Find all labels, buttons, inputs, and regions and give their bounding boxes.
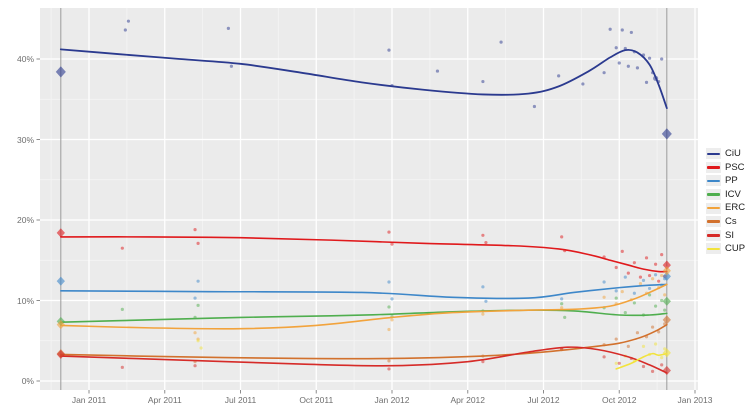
series-line-psc (60, 236, 668, 273)
legend-key-pp (706, 175, 721, 187)
y-tick-label-2: 20% (16, 214, 34, 225)
election-result-diamond (662, 260, 671, 270)
series-points-ciu (123, 19, 664, 109)
election-result-diamond (662, 296, 671, 306)
legend-key-icv (706, 189, 721, 201)
legend-item-cs: Cs (706, 215, 745, 229)
series-results-erc (56, 266, 671, 330)
series-line-si (60, 346, 668, 374)
legend-key-psc (706, 161, 721, 173)
x-tick-label-4: Jan 2012 (374, 395, 410, 405)
y-tick-label-1: 10% (16, 295, 34, 306)
legend-key-erc (706, 202, 721, 214)
x-tick-label-8: Jan 2013 (677, 395, 713, 405)
y-tick-label-3: 30% (16, 134, 34, 145)
legend-key-cup (706, 243, 721, 255)
election-result-diamond (56, 276, 65, 286)
legend-swatch-ciu (707, 152, 720, 156)
legend-swatch-si (707, 234, 720, 237)
legend-label-erc: ERC (725, 202, 746, 214)
election-result-diamond (662, 315, 671, 325)
legend-swatch-icv (707, 193, 720, 196)
x-tick-label-6: Jul 2012 (527, 395, 560, 405)
legend-key-ciu (706, 148, 721, 160)
grid-minor (40, 8, 698, 390)
legend-label-cup: CUP (725, 243, 746, 255)
legend-item-psc: PSC (706, 161, 745, 175)
series-line-icv (60, 309, 668, 324)
x-tick-label-0: Jan 2011 (71, 395, 107, 405)
series-results-si (56, 349, 671, 376)
series-line-erc (60, 283, 668, 330)
legend-label-cs: Cs (725, 216, 737, 228)
series-results-ciu (55, 66, 672, 140)
legend-swatch-cup (707, 247, 720, 251)
legend-item-cup: CUP (706, 242, 745, 256)
legend: CiU PSC PP ICV ERC Cs SI CUP (706, 147, 745, 256)
legend-swatch-cs (707, 220, 720, 224)
y-tick-label-4: 40% (16, 53, 34, 64)
legend-item-si: SI (706, 229, 745, 243)
election-result-diamond (55, 66, 66, 78)
election-result-diamond (662, 271, 671, 281)
legend-label-ciu: CiU (725, 148, 741, 160)
election-result-diamond (56, 349, 65, 360)
legend-item-ciu: CiU (706, 147, 745, 161)
series-line-pp (60, 283, 668, 300)
election-result-diamond (662, 365, 671, 376)
election-result-diamond (56, 320, 65, 330)
election-result-diamond (662, 266, 671, 276)
series-line-ciu (59, 48, 668, 110)
x-tick-label-2: Jul 2011 (224, 395, 257, 405)
y-tick-label-0: 0% (21, 375, 34, 386)
legend-item-erc: ERC (706, 201, 745, 215)
x-tick-label-7: Oct 2012 (602, 395, 637, 405)
legend-item-pp: PP (706, 174, 745, 188)
legend-swatch-psc (707, 166, 720, 169)
series-points-pp (193, 273, 667, 303)
legend-label-psc: PSC (725, 161, 745, 173)
election-result-diamond (661, 128, 672, 140)
series-results-psc (56, 228, 671, 270)
legend-key-cs (706, 216, 721, 228)
election-result-diamond (662, 348, 671, 358)
legend-label-icv: ICV (725, 188, 741, 200)
x-tick-label-5: Apr 2012 (450, 395, 486, 405)
legend-label-si: SI (725, 229, 734, 241)
legend-label-pp: PP (725, 175, 738, 187)
legend-item-icv: ICV (706, 188, 745, 202)
election-result-diamond (56, 228, 65, 238)
axis-tick-marks (36, 58, 696, 394)
x-tick-label-1: Apr 2011 (147, 395, 182, 405)
series-results-cup (662, 348, 671, 358)
series-results-pp (56, 271, 671, 286)
legend-swatch-pp (707, 179, 720, 183)
series-line-cup (615, 352, 668, 370)
x-tick-label-3: Oct 2011 (299, 395, 334, 405)
legend-key-si (706, 229, 721, 241)
legend-swatch-erc (707, 206, 720, 210)
